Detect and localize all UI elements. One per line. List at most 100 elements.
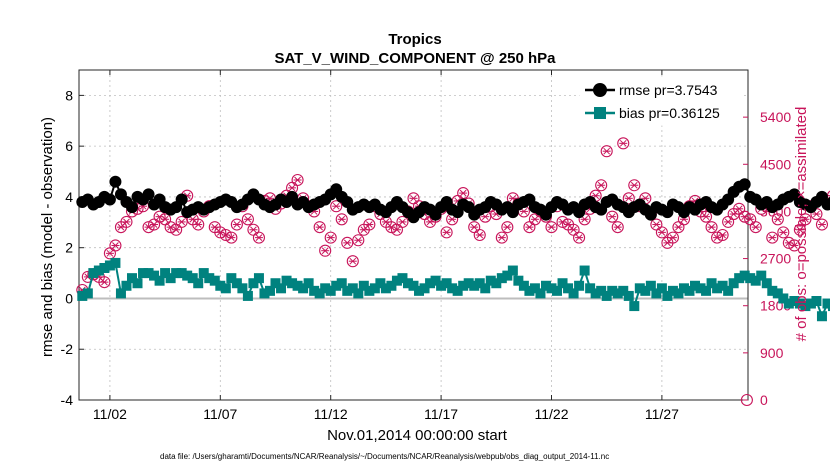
obs-count-point — [606, 210, 619, 223]
bias-point — [656, 283, 667, 294]
x-tick-label: 11/07 — [203, 406, 237, 422]
chart-title: Tropics — [388, 31, 441, 48]
bias-point — [397, 273, 408, 284]
obs-count-point — [241, 213, 254, 226]
y-tick-label: 8 — [65, 87, 73, 103]
obs-count-point — [771, 213, 784, 226]
rmse-point — [738, 178, 751, 191]
bias-point — [480, 283, 491, 294]
bias-point — [132, 278, 143, 289]
obs-count-point — [815, 218, 829, 231]
obs-count-point — [793, 223, 806, 236]
obs-count-point — [777, 226, 790, 239]
bias-point — [535, 288, 546, 299]
obs-count-point — [782, 236, 795, 249]
chart-subtitle: SAT_V_WIND_COMPONENT @ 250 hPa — [274, 50, 556, 67]
x-axis-label: Nov.01,2014 00:00:00 start — [327, 427, 508, 444]
y-tick-label: -4 — [61, 392, 74, 408]
obs-count-point — [324, 231, 337, 244]
x-tick-label: 11/22 — [534, 406, 568, 422]
rmse-point — [103, 193, 116, 206]
obs-count-point — [440, 226, 453, 239]
bias-point — [701, 285, 712, 296]
bias-point — [237, 283, 248, 294]
bias-point — [242, 290, 253, 301]
bias-point — [276, 283, 287, 294]
y-tick-label: -2 — [61, 341, 74, 357]
bias-point — [723, 285, 734, 296]
bias-point — [110, 257, 121, 268]
obs-count-point — [148, 218, 161, 231]
bias-point — [126, 273, 137, 284]
bias-point — [303, 278, 314, 289]
y-tick-label: 2 — [65, 240, 73, 256]
bias-point — [574, 280, 585, 291]
bias-point — [491, 278, 502, 289]
x-tick-label: 11/02 — [93, 406, 127, 422]
bias-point — [601, 290, 612, 301]
bias-point — [358, 280, 369, 291]
bias-point — [518, 280, 529, 291]
obs-count-point — [766, 231, 779, 244]
obs-count-point — [617, 137, 630, 150]
bias-point — [165, 273, 176, 284]
bias-point — [557, 278, 568, 289]
bias-point — [717, 280, 728, 291]
bias-point — [563, 283, 574, 294]
obs-count-point — [291, 173, 304, 187]
y2-tick-label: 4500 — [760, 156, 791, 172]
bias-point — [507, 265, 518, 276]
obs-count-point — [622, 192, 635, 205]
bias-point — [811, 296, 822, 306]
obs-count-point — [109, 239, 122, 252]
obs-count-point — [352, 234, 365, 247]
bias-point — [640, 285, 651, 296]
bias-point — [728, 278, 739, 289]
bias-point — [298, 283, 309, 294]
bias-point — [430, 275, 441, 286]
bias-point — [828, 301, 830, 312]
bias-point — [347, 283, 358, 294]
y-tick-label: 0 — [65, 290, 73, 306]
bias-point — [750, 275, 761, 286]
obs-count-point — [363, 218, 376, 231]
bias-point — [253, 273, 264, 284]
bias-point — [474, 278, 485, 289]
bias-point — [121, 280, 132, 291]
obs-count-point — [666, 231, 679, 244]
rmse-point — [827, 196, 830, 208]
obs-count-point — [98, 276, 111, 289]
obs-count-point — [611, 221, 624, 234]
rmse-legend-marker — [593, 83, 607, 97]
bias-point — [645, 280, 656, 291]
bias-point — [353, 288, 364, 299]
legend-box — [579, 76, 743, 126]
obs-count-point — [495, 231, 508, 244]
bias-point — [596, 285, 607, 296]
bias-point — [513, 275, 524, 286]
x-tick-label: 11/27 — [645, 406, 679, 422]
obs-count-point — [346, 255, 359, 268]
bias-point — [756, 270, 767, 281]
bias-point — [585, 283, 596, 294]
bias-point — [149, 270, 160, 281]
bias-point — [375, 278, 386, 289]
obs-count-point — [252, 231, 265, 244]
obs-count-point — [335, 213, 348, 226]
bias-point — [673, 288, 684, 299]
obs-count-point — [749, 221, 762, 234]
bias-point — [618, 285, 629, 296]
x-tick-label: 11/17 — [424, 406, 458, 422]
bias-point — [231, 278, 242, 289]
obs-count-point — [473, 228, 486, 242]
rmse-point — [175, 193, 188, 206]
bias-point — [154, 275, 165, 286]
bias-point — [198, 268, 209, 279]
obs-count-point — [313, 221, 326, 234]
bias-point — [160, 268, 171, 279]
obs-count-point — [788, 239, 801, 252]
bias-point — [552, 285, 563, 296]
bias-point — [529, 283, 540, 294]
bias-legend-label: bias pr=0.36125 — [619, 105, 720, 121]
bias-point — [264, 285, 275, 296]
